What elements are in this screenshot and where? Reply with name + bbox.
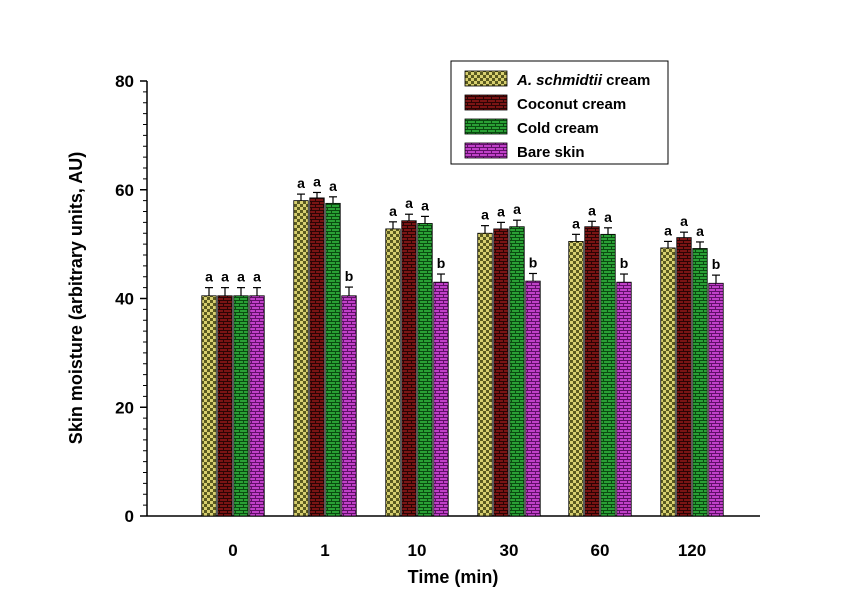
y-tick-label: 80: [115, 72, 134, 91]
bar: [616, 281, 632, 517]
significance-label: a: [297, 175, 305, 191]
bar: [708, 282, 724, 517]
y-ticks: 0 20 40 60 80: [115, 72, 147, 526]
legend-label: Coconut cream: [517, 96, 626, 113]
significance-label: a: [572, 215, 580, 231]
legend-label-suffix: cream: [602, 72, 650, 89]
significance-label: a: [237, 269, 245, 285]
bar: [493, 228, 509, 517]
bar: [341, 295, 357, 517]
significance-label: a: [513, 201, 521, 217]
legend: A. schmidtii cream Coconut cream Cold crea…: [450, 60, 669, 165]
bar: [525, 280, 541, 517]
legend-label: Cold cream: [517, 120, 599, 137]
bar: [477, 232, 493, 517]
significance-label: a: [389, 203, 397, 219]
significance-label: b: [712, 256, 721, 272]
significance-label: a: [405, 195, 413, 211]
y-tick-label: 40: [115, 290, 134, 309]
legend-swatch: [464, 94, 508, 111]
bar: [217, 295, 233, 517]
bar: [385, 228, 401, 517]
significance-label: b: [620, 255, 629, 271]
bars: [201, 197, 724, 517]
y-tick-label: 0: [125, 507, 134, 526]
legend-swatch: [464, 70, 508, 87]
y-axis-title: Skin moisture (arbitrary units, AU): [66, 152, 86, 444]
bar: [584, 226, 600, 517]
x-axis-title: Time (min): [408, 567, 499, 587]
legend-label-species: A. schmidtii: [516, 72, 603, 89]
x-tick-label: 0: [228, 541, 237, 560]
bar: [509, 226, 525, 517]
legend-label: A. schmidtii cream: [516, 72, 650, 89]
bar: [600, 233, 616, 517]
error-bars: [205, 191, 720, 296]
significance-label: a: [497, 203, 505, 219]
legend-swatch: [464, 142, 508, 159]
significance-label: a: [313, 173, 321, 189]
y-tick-label: 20: [115, 398, 134, 417]
significance-label: a: [696, 223, 704, 239]
x-tick-label: 60: [591, 541, 610, 560]
bar: [433, 281, 449, 517]
bar: [233, 295, 249, 517]
x-tick-label: 30: [500, 541, 519, 560]
significance-label: a: [221, 269, 229, 285]
bar: [309, 197, 325, 517]
bar: [676, 237, 692, 517]
bar: [201, 295, 217, 517]
significance-label: b: [437, 255, 446, 271]
bar: [660, 247, 676, 517]
significance-label: b: [529, 254, 538, 270]
significance-label: a: [253, 269, 261, 285]
x-tick-label: 10: [408, 541, 427, 560]
bar: [325, 202, 341, 517]
significance-label: a: [421, 197, 429, 213]
bar: [692, 248, 708, 517]
y-tick-label: 60: [115, 181, 134, 200]
bar: [401, 220, 417, 517]
significance-label: a: [604, 209, 612, 225]
significance-label: a: [588, 202, 596, 218]
significance-label: a: [205, 269, 213, 285]
bar: [568, 241, 584, 517]
x-ticks: 0 1 10 30 60 120: [228, 541, 706, 560]
legend-label: Bare skin: [517, 144, 585, 161]
x-tick-label: 1: [320, 541, 329, 560]
significance-label: a: [481, 207, 489, 223]
bar: [417, 223, 433, 517]
x-tick-label: 120: [678, 541, 706, 560]
significance-label: b: [345, 268, 354, 284]
legend-swatch: [464, 118, 508, 135]
significance-label: a: [664, 222, 672, 238]
bar: [293, 200, 309, 517]
significance-label: a: [680, 213, 688, 229]
bar: [249, 295, 265, 517]
significance-label: a: [329, 178, 337, 194]
